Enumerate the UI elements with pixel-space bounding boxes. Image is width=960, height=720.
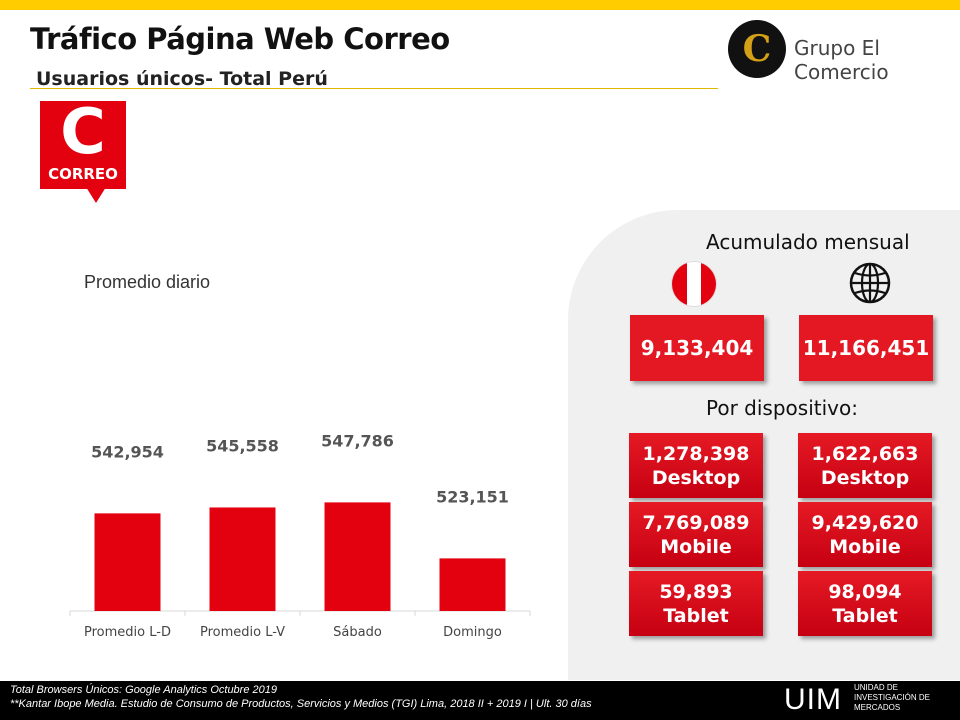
footer-source-line-2: **Kantar Ibope Media. Estudio de Consumo… [10, 698, 592, 710]
monthly-peru-box: 9,133,404 [630, 315, 764, 381]
title-divider [30, 88, 718, 89]
bar-value-label-2: 547,786 [321, 431, 394, 450]
category-label-0: Promedio L-D [84, 625, 171, 640]
category-label-3: Domingo [443, 625, 502, 640]
page-subtitle: Usuarios únicos- Total Perú [36, 68, 328, 90]
mobile-peru-value: 7,769,089 [642, 511, 750, 534]
tablet-peru-box: 59,893 Tablet [629, 571, 763, 636]
tablet-global-box: 98,094 Tablet [798, 571, 932, 636]
tablet-global-label: Tablet [832, 604, 898, 627]
uim-subtitle: UNIDAD DE INVESTIGACIÓN DE MERCADOS [854, 683, 954, 713]
desktop-global-box: 1,622,663 Desktop [798, 433, 932, 498]
correo-logo-word: CORREO [48, 165, 118, 183]
uim-subtitle-line-2: INVESTIGACIÓN DE [854, 693, 931, 702]
daily-average-bar-chart: 542,954 Promedio L-D 545,558 Promedio L-V 54… [69, 431, 531, 640]
device-heading: Por dispositivo: [706, 396, 858, 420]
category-label-1: Promedio L-V [200, 625, 285, 640]
mobile-peru-box: 7,769,089 Mobile [629, 502, 763, 567]
uim-subtitle-line-3: MERCADOS [854, 703, 901, 712]
peru-flag-icon [672, 262, 716, 306]
grupo-el-comercio-brand: C Grupo El Comercio [728, 20, 960, 84]
mobile-global-value: 9,429,620 [811, 511, 919, 534]
tablet-peru-value: 59,893 [659, 580, 733, 603]
monthly-peru-value: 9,133,404 [640, 336, 754, 360]
page-title: Tráfico Página Web Correo [30, 22, 450, 56]
globe-icon [849, 262, 891, 304]
bar-0 [94, 513, 161, 611]
bar-value-label-1: 545,558 [206, 436, 279, 455]
footer-source-line-1: Total Browsers Únicos: Google Analytics … [10, 684, 277, 696]
correo-logo-tail [86, 187, 106, 203]
correo-logo-letter: C [60, 95, 106, 168]
monthly-global-value: 11,166,451 [802, 336, 930, 360]
correo-logo: C CORREO [40, 95, 126, 204]
footer-bar [0, 681, 960, 720]
desktop-global-label: Desktop [820, 466, 910, 489]
bar-value-label-0: 542,954 [91, 442, 164, 461]
desktop-peru-box: 1,278,398 Desktop [629, 433, 763, 498]
bar-2 [324, 502, 391, 611]
desktop-global-value: 1,622,663 [811, 442, 919, 465]
correo-logo-band [40, 163, 126, 185]
mobile-global-box: 9,429,620 Mobile [798, 502, 932, 567]
bar-value-label-3: 523,151 [436, 487, 509, 506]
top-accent-bar [0, 0, 960, 10]
tablet-global-value: 98,094 [828, 580, 902, 603]
mobile-global-label: Mobile [829, 535, 901, 558]
desktop-peru-label: Desktop [651, 466, 741, 489]
el-comercio-logo-letter: C [742, 28, 772, 70]
chart-title: Promedio diario [84, 272, 211, 292]
category-label-2: Sábado [333, 625, 382, 640]
brand-name: Grupo El Comercio [794, 36, 889, 84]
uim-subtitle-line-1: UNIDAD DE [854, 683, 899, 692]
el-comercio-logo-icon: C [728, 20, 786, 78]
bar-3 [439, 558, 506, 611]
uim-logo: UIM [784, 683, 842, 716]
desktop-peru-value: 1,278,398 [642, 442, 750, 465]
tablet-peru-label: Tablet [663, 604, 729, 627]
monthly-heading: Acumulado mensual [706, 230, 910, 254]
mobile-peru-label: Mobile [660, 535, 732, 558]
bar-1 [209, 507, 276, 611]
monthly-global-box: 11,166,451 [799, 315, 933, 381]
